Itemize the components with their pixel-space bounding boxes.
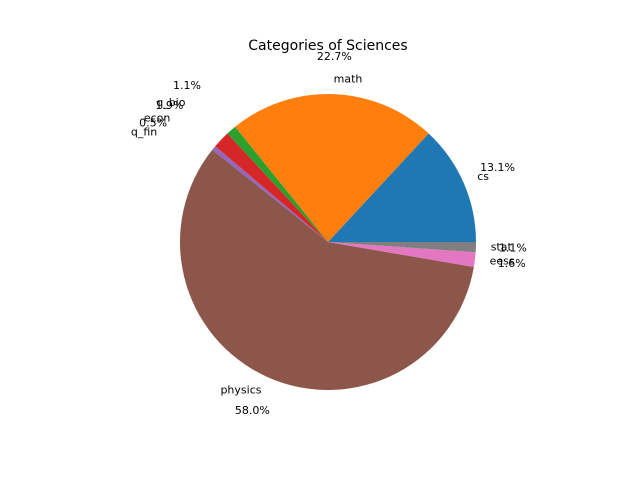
pie-slice-physics	[180, 149, 474, 390]
slice-percent-eess: 1.6%	[498, 257, 526, 270]
pie-slice-q-fin	[212, 146, 328, 242]
slice-percent-econ: 1.9%	[155, 99, 183, 112]
slice-percent-q-bio: 1.1%	[173, 79, 201, 92]
chart-title: Categories of Sciences	[248, 38, 407, 54]
slice-label-cs: cs	[477, 170, 489, 183]
slice-label-stat: stat	[491, 241, 513, 254]
slice-label-q-fin: q_fin	[131, 126, 157, 139]
slice-label-math: math	[334, 72, 363, 85]
pie-slices	[180, 94, 476, 390]
pie-slice-math	[235, 94, 429, 243]
slice-percent-math: 22.7%	[317, 50, 352, 63]
slice-label-eess: eess	[490, 254, 515, 267]
slice-percent-stat: 1.1%	[499, 241, 527, 254]
pie-slice-cs	[328, 133, 476, 242]
slice-percent-physics: 58.0%	[235, 404, 270, 417]
pie-slice-eess	[328, 242, 476, 267]
slice-label-econ: econ	[144, 111, 171, 124]
pie-slice-stat	[328, 242, 476, 253]
pie-slice-q-bio	[227, 126, 328, 242]
slice-percent-cs: 13.1%	[480, 161, 515, 174]
slice-label-q-bio: q_bio	[156, 96, 186, 109]
slice-percent-q-fin: 0.5%	[139, 117, 167, 130]
pie-slice-econ	[215, 133, 328, 242]
slice-label-physics: physics	[220, 384, 261, 397]
